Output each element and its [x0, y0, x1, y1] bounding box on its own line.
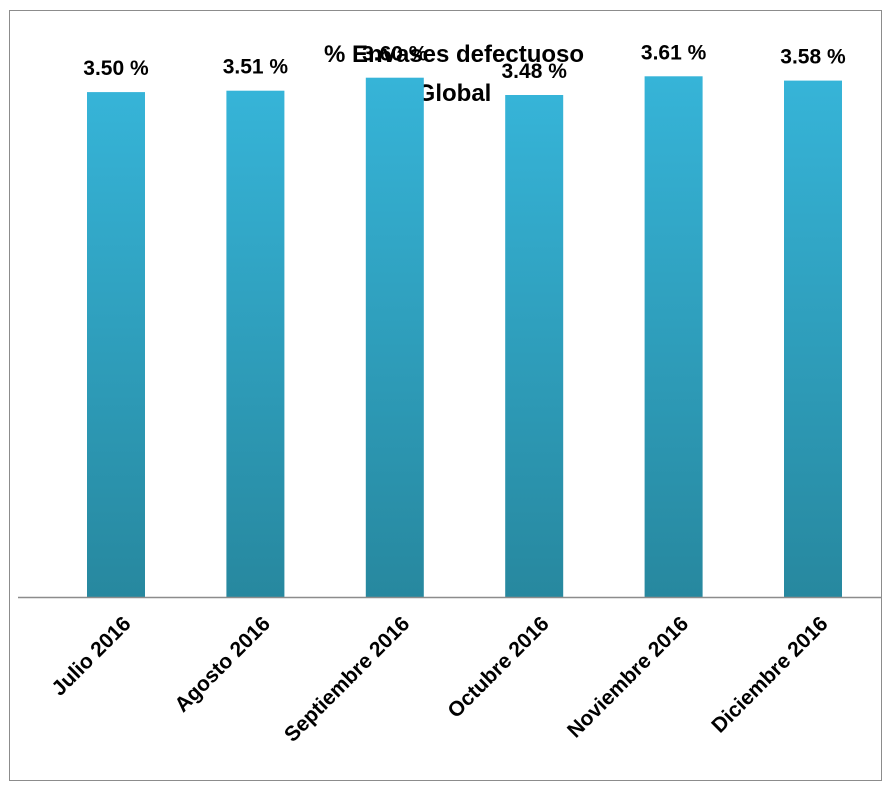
chart-frame — [9, 10, 882, 781]
data-label-3: 3.48 % — [502, 60, 568, 83]
bar-4 — [644, 76, 703, 598]
chart-title-line-1: % Envases defectuoso — [324, 41, 584, 68]
x-tick-label-1: Agosto 2016 — [170, 612, 275, 717]
bar-5 — [784, 80, 842, 598]
data-labels-group: 3.50 % 3.51 % 3.60 % 3.48 % 3.61 % 3.58 % — [83, 41, 846, 83]
data-label-4: 3.61 % — [641, 41, 707, 64]
bar-2 — [365, 77, 424, 597]
bar-0 — [87, 92, 145, 597]
data-label-5: 3.58 % — [780, 46, 846, 69]
x-tick-label-2: Septiembre 2016 — [280, 612, 414, 746]
bar-3 — [505, 95, 564, 597]
x-tick-label-3: Octubre 2016 — [443, 612, 553, 722]
data-label-1: 3.51 % — [223, 56, 289, 79]
x-tick-label-0: Julio 2016 — [47, 612, 135, 700]
chart-title-line-2: Global — [417, 80, 492, 107]
data-label-2: 3.60 % — [362, 43, 428, 66]
data-label-0: 3.50 % — [83, 57, 149, 80]
bar-1 — [226, 90, 285, 597]
x-tick-label-4: Noviembre 2016 — [563, 612, 693, 742]
bars-group — [87, 76, 842, 598]
x-tick-labels-group: Julio 2016 Agosto 2016 Septiembre 2016 Octu… — [47, 612, 832, 746]
x-tick-label-5: Diciembre 2016 — [707, 612, 832, 737]
